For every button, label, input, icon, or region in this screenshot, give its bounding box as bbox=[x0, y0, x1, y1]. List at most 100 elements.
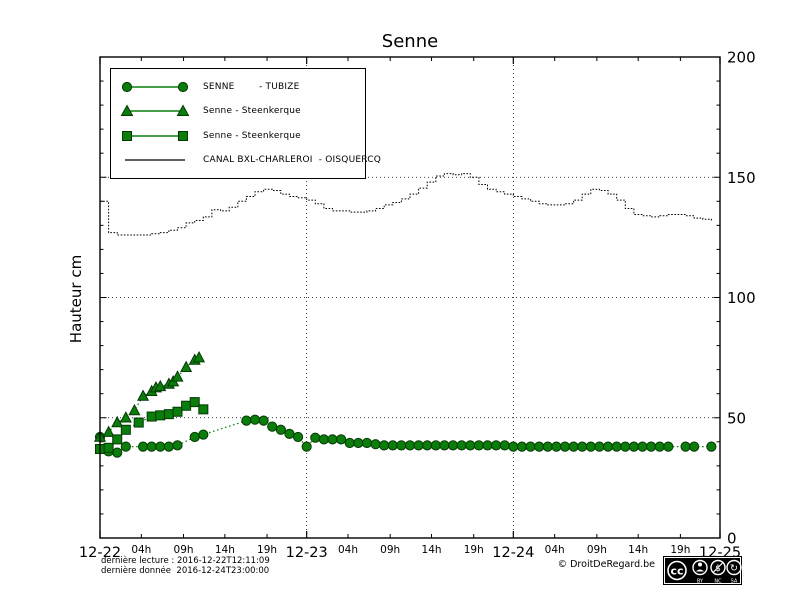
data-point-circle bbox=[430, 440, 441, 451]
x-hour-label: 14h bbox=[628, 544, 648, 556]
data-point-circle bbox=[120, 441, 131, 452]
last-reading-note: dernière lecture : 2016-12-22T12:11:09 bbox=[101, 556, 270, 566]
data-point-circle bbox=[267, 421, 278, 432]
y-tick-label: 100 bbox=[727, 289, 756, 307]
x-day-label: 12-23 bbox=[286, 545, 328, 561]
legend-entry-steenkerque-1: Senne - Steenkerque bbox=[119, 100, 361, 122]
data-point-circle bbox=[361, 437, 373, 449]
legend-entry-canal: CANAL BXL-CHARLEROI - OISQUERCQ bbox=[119, 149, 381, 171]
data-point-circle bbox=[310, 432, 321, 443]
data-point-triangle bbox=[192, 350, 206, 363]
data-point-circle bbox=[525, 441, 536, 452]
data-point-triangle bbox=[180, 360, 193, 372]
data-point-circle bbox=[284, 428, 295, 439]
legend-marker-circle-line-icon bbox=[121, 82, 189, 93]
svg-text:$: $ bbox=[715, 564, 721, 574]
data-point-circle bbox=[499, 440, 510, 451]
svg-text:BY: BY bbox=[697, 579, 704, 585]
data-point-triangle bbox=[102, 425, 115, 437]
x-hour-label: 04h bbox=[545, 544, 565, 556]
legend-box: SENNE - TUBIZE Senne - Steenkerque Senne… bbox=[110, 68, 381, 179]
data-point-circle bbox=[146, 441, 157, 452]
data-point-square bbox=[198, 404, 209, 415]
x-hour-label: 09h bbox=[380, 544, 400, 556]
svg-text:SA: SA bbox=[731, 579, 738, 585]
series-lines bbox=[100, 173, 712, 454]
data-point-circle bbox=[628, 441, 639, 452]
data-point-circle bbox=[654, 441, 665, 452]
y-tick-label: 150 bbox=[727, 169, 756, 187]
plot-border bbox=[99, 56, 721, 539]
cc-license-badge-icon: cc $ ↻ BY NC SA bbox=[663, 556, 742, 585]
svg-text:cc: cc bbox=[670, 565, 683, 578]
data-point-circle bbox=[534, 441, 545, 452]
legend-marker-black-line-icon bbox=[125, 159, 185, 161]
legend-label-canal-steenkerque-2: Senne - Steenkerque bbox=[203, 130, 301, 141]
x-hour-label: 14h bbox=[422, 544, 442, 556]
data-point-circle bbox=[559, 441, 571, 452]
data-point-circle bbox=[491, 440, 502, 451]
data-point-circle bbox=[577, 441, 588, 452]
x-hour-label: 09h bbox=[174, 544, 194, 556]
data-point-circle bbox=[456, 440, 467, 451]
x-day-label: 12-24 bbox=[492, 545, 534, 561]
data-point-circle bbox=[258, 415, 269, 426]
series-markers bbox=[93, 350, 717, 458]
data-point-circle bbox=[516, 441, 528, 452]
data-point-circle bbox=[637, 441, 648, 452]
legend-entry-tubize: SENNE - TUBIZE bbox=[119, 76, 361, 98]
data-point-circle bbox=[568, 441, 579, 452]
data-point-circle bbox=[275, 424, 286, 435]
x-hour-label: 19h bbox=[670, 544, 690, 556]
data-point-circle bbox=[447, 440, 459, 451]
data-point-circle bbox=[344, 437, 355, 449]
data-point-triangle bbox=[137, 389, 150, 401]
chart-title: Senne bbox=[381, 31, 439, 52]
data-point-triangle bbox=[171, 370, 184, 382]
data-point-circle bbox=[663, 441, 674, 452]
data-point-circle bbox=[327, 434, 338, 445]
legend-label-tubize: SENNE - TUBIZE bbox=[203, 82, 300, 93]
data-point-circle bbox=[465, 440, 476, 451]
data-point-circle bbox=[318, 434, 329, 445]
legend-label-canal: CANAL BXL-CHARLEROI - OISQUERCQ bbox=[203, 154, 382, 165]
data-point-square bbox=[172, 406, 183, 417]
data-point-circle bbox=[301, 441, 312, 452]
legend-entry-steenkerque-2: Senne - Steenkerque bbox=[119, 125, 361, 147]
data-point-circle bbox=[585, 441, 596, 452]
data-point-circle bbox=[396, 440, 407, 451]
data-point-square bbox=[189, 397, 200, 408]
data-point-circle bbox=[336, 434, 347, 445]
data-point-circle bbox=[353, 437, 364, 449]
data-point-square bbox=[155, 410, 166, 421]
data-point-circle bbox=[413, 440, 424, 451]
data-point-circle bbox=[439, 440, 450, 451]
data-point-circle bbox=[189, 431, 200, 443]
data-point-circle bbox=[172, 440, 183, 451]
data-point-circle bbox=[706, 441, 717, 452]
data-point-circle bbox=[387, 440, 398, 451]
x-hour-label: 09h bbox=[587, 544, 607, 556]
data-point-circle bbox=[473, 440, 484, 451]
data-point-circle bbox=[680, 441, 691, 452]
data-point-circle bbox=[155, 441, 166, 452]
data-point-circle bbox=[112, 447, 123, 458]
x-hour-label: 04h bbox=[131, 544, 151, 556]
data-point-square bbox=[103, 442, 114, 453]
data-point-circle bbox=[602, 441, 614, 452]
data-point-square bbox=[112, 434, 123, 445]
data-point-circle bbox=[241, 415, 252, 426]
data-point-circle bbox=[482, 440, 493, 451]
data-point-triangle bbox=[111, 415, 124, 428]
data-point-circle bbox=[198, 429, 209, 440]
data-point-triangle bbox=[128, 403, 141, 416]
legend-label-steenkerque-1: Senne - Steenkerque bbox=[203, 106, 301, 117]
data-point-square bbox=[181, 400, 192, 411]
data-point-circle bbox=[163, 441, 174, 452]
x-day-label: 12-22 bbox=[79, 545, 121, 561]
data-point-triangle bbox=[119, 411, 132, 423]
x-hour-label: 04h bbox=[338, 544, 358, 556]
data-point-circle bbox=[646, 441, 657, 452]
legend-marker-triangle-line-icon bbox=[120, 104, 190, 117]
